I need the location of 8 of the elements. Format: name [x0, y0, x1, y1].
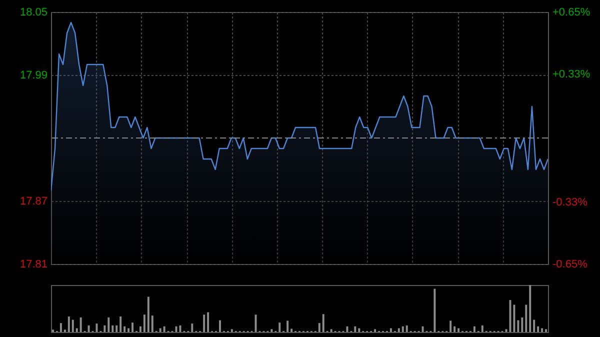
y2-tick-label: +0.33% [552, 68, 590, 81]
y2-tick-label: -0.33% [552, 196, 588, 208]
y-tick-label: 17.99 [20, 70, 48, 82]
y2-tick-label: -0.65% [552, 258, 588, 270]
y2-tick-label: +0.65% [552, 6, 590, 18]
y-tick-label: 17.87 [20, 196, 48, 208]
y-tick-label: 17.81 [20, 258, 48, 270]
y-tick-label: 18.05 [20, 6, 48, 18]
